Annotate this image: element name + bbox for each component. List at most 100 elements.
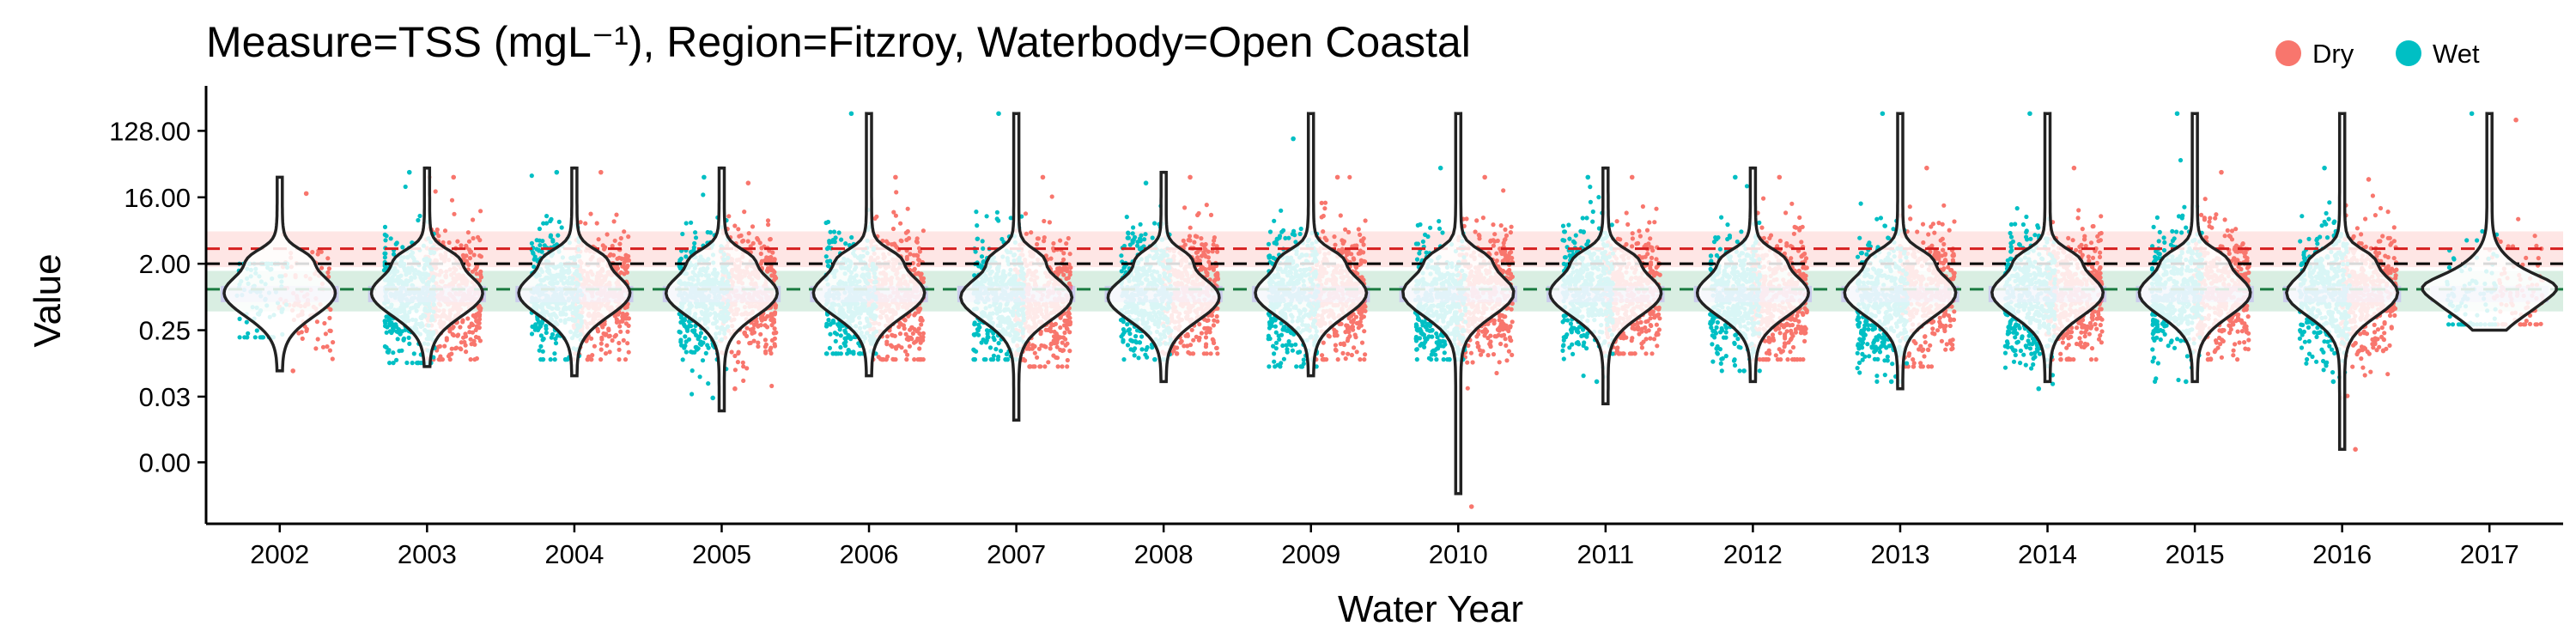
point [1632,351,1637,356]
point [1636,240,1641,246]
point [623,321,629,326]
point [437,343,442,349]
point [732,386,738,392]
point [1037,364,1042,369]
point [1474,334,1479,339]
point [1915,229,1920,234]
point [1501,240,1506,246]
point [1215,319,1220,324]
point [772,326,777,331]
point [1656,307,1662,312]
point [741,364,746,369]
point [1951,252,1956,257]
point [611,219,617,224]
point [1349,352,1354,358]
point [919,276,924,281]
point [1060,348,1066,353]
point [2074,341,2080,347]
point [1054,355,1059,360]
point [1923,334,1928,339]
point [1503,227,1508,232]
point [1911,364,1917,369]
point [1062,330,1067,336]
point [884,357,889,362]
point [1767,339,1772,344]
point [1494,251,1499,256]
point [1321,213,1326,219]
point [1637,234,1643,239]
point [755,235,760,241]
point [768,237,773,242]
point [1362,329,1367,334]
point [474,355,480,361]
point [1187,234,1193,239]
point [1649,245,1655,250]
point [449,197,455,203]
point [610,337,615,343]
point [1023,358,1028,363]
point [1941,325,1947,330]
point [1485,353,1491,358]
point [755,323,761,328]
point [905,206,910,211]
point [2069,330,2075,335]
point [1649,351,1655,356]
point [916,262,921,267]
point [732,223,738,228]
point [904,337,909,342]
point [1509,307,1514,312]
point [467,256,473,261]
point [1918,361,1923,366]
point [764,255,769,260]
point [1353,335,1358,340]
point [916,326,921,331]
point [763,342,769,347]
point [1358,261,1364,266]
point [766,222,771,228]
point [894,190,899,195]
point [1320,353,1325,358]
point [604,331,609,337]
point [2080,227,2085,232]
legend-swatch-dry [2275,40,2301,66]
point [612,238,617,243]
point [737,234,742,239]
point [762,316,768,322]
point [1351,318,1356,323]
point [303,191,309,197]
point [1197,322,1202,327]
point [622,256,628,262]
point [1067,272,1072,277]
point [461,335,466,340]
point [1345,338,1350,343]
point [1942,252,1948,257]
point [1648,316,1653,321]
point [908,252,913,257]
point [1042,235,1047,240]
point [451,174,457,180]
point [745,239,750,244]
point [478,306,483,311]
point [1476,343,1481,349]
point [598,341,604,346]
point [1174,351,1180,356]
point [915,357,920,362]
point [769,323,775,328]
point [740,360,745,365]
point [326,266,331,271]
point [736,340,741,345]
point [471,217,476,222]
point [1199,331,1204,336]
point [920,331,926,336]
point [893,174,898,180]
point [1334,174,1340,180]
point [1497,360,1502,365]
point [1352,345,1357,350]
point [1356,227,1361,232]
point [1932,331,1937,337]
point [1179,338,1184,344]
point [319,265,325,270]
point [1042,218,1047,224]
point [1052,341,1057,346]
point [1042,364,1048,369]
